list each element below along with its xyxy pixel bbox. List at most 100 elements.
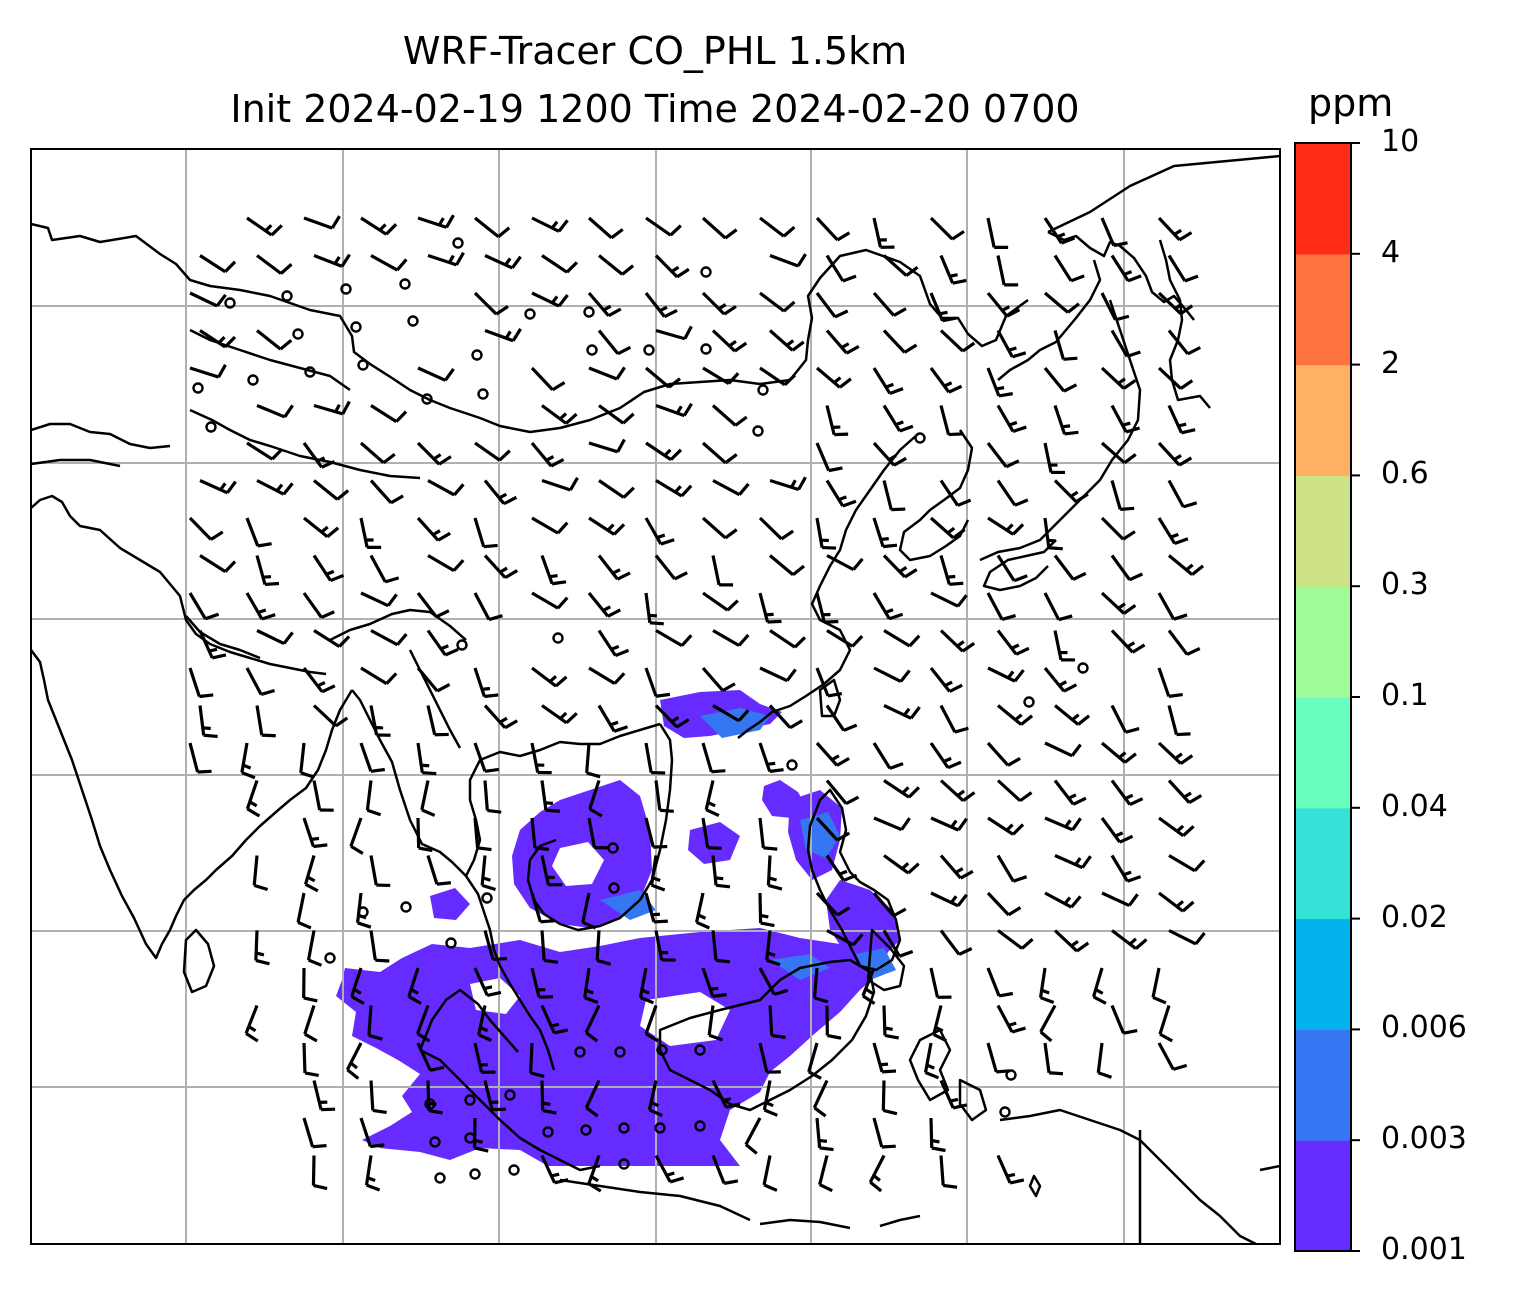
wind-barb (1096, 1042, 1113, 1079)
wind-barb (484, 328, 522, 343)
wind-barb (815, 816, 851, 842)
colorbar-segment (1295, 1140, 1351, 1252)
wind-barb (530, 366, 566, 392)
calm-wind-marker (999, 1106, 1011, 1118)
wind-barb (881, 1080, 898, 1116)
coastline-segment (1047, 230, 1195, 321)
wind-barb (701, 742, 726, 774)
wind-barb (540, 1080, 557, 1115)
wind-barb (1044, 816, 1082, 832)
wind-barb (986, 967, 1014, 998)
wind-barb (826, 554, 864, 572)
wind-barb (1053, 554, 1087, 581)
wind-barb (541, 704, 578, 725)
wind-barb (598, 479, 635, 499)
wind-barb (256, 404, 294, 419)
wind-barb (369, 855, 391, 888)
wind-barb (483, 1080, 507, 1112)
wind-barb (825, 479, 857, 508)
wind-barb (939, 929, 973, 956)
wind-barb (701, 216, 738, 240)
wind-barb (473, 742, 500, 773)
calm-wind-marker (1023, 696, 1035, 708)
wind-barb (302, 1117, 327, 1149)
wind-barb (583, 967, 599, 1004)
wind-barb (654, 704, 690, 729)
wind-barb (426, 1080, 443, 1115)
wind-barb (868, 1154, 886, 1193)
coastline-segment (759, 1218, 851, 1230)
colorbar-segment (1295, 253, 1351, 366)
wind-barb (883, 854, 920, 875)
wind-barb (474, 441, 511, 462)
coastline-segment (464, 722, 661, 877)
wind-barb (1110, 329, 1141, 358)
wind-barb (644, 1004, 659, 1043)
wind-barb (584, 1079, 601, 1118)
wind-barb (812, 967, 829, 1004)
calm-wind-marker (456, 639, 468, 651)
wind-barbs (188, 214, 1206, 1193)
wind-barb (768, 329, 805, 352)
calm-wind-marker (508, 1164, 520, 1176)
calm-wind-marker (654, 1122, 666, 1134)
wind-barb (1043, 666, 1078, 693)
wind-barb (644, 366, 681, 389)
wind-barb (302, 1042, 320, 1077)
calm-wind-marker (757, 384, 769, 396)
colorbar (1294, 142, 1360, 1252)
wind-barb (588, 366, 626, 381)
wind-barb (815, 292, 849, 319)
colorbar-segment (1295, 586, 1351, 698)
wind-barb (1044, 891, 1082, 909)
calm-wind-marker (656, 1044, 668, 1056)
wind-barb (427, 251, 465, 267)
wind-barb (883, 629, 921, 648)
wind-barb (369, 1080, 387, 1115)
wind-barb (815, 442, 843, 473)
wind-barb (1151, 967, 1167, 1005)
wind-barb (996, 404, 1027, 433)
calm-wind-marker (552, 632, 564, 644)
calm-wind-marker (350, 321, 362, 333)
wind-barb (882, 329, 918, 354)
wind-barb (369, 554, 400, 584)
wind-barb (1167, 629, 1201, 656)
wind-barb (1157, 291, 1194, 315)
wind-barb (712, 629, 750, 647)
wind-barb (427, 479, 465, 497)
wind-barb (1043, 291, 1080, 314)
wind-barb (939, 555, 964, 586)
wind-barb (245, 517, 272, 548)
wind-barb (939, 629, 976, 653)
calm-wind-marker (340, 283, 352, 295)
wind-barb (1168, 929, 1206, 946)
wind-barb (1158, 816, 1195, 837)
wind-barb (996, 329, 1027, 359)
wind-barb (416, 1004, 431, 1043)
wind-barb (531, 516, 569, 535)
wind-barb (302, 817, 328, 849)
calm-wind-marker (1077, 662, 1089, 674)
wind-barb (815, 366, 852, 389)
wind-barb (701, 291, 737, 316)
wind-barb (256, 479, 294, 496)
colorbar-tick-label: 0.02 (1381, 899, 1448, 935)
map-gridlines (31, 149, 1280, 1244)
wind-barb (701, 441, 738, 465)
wind-barb (929, 967, 952, 999)
wind-barb (188, 592, 220, 621)
wind-barb (929, 1117, 946, 1153)
wind-barb (369, 479, 404, 505)
wind-barb (815, 517, 837, 550)
wind-barb (483, 704, 518, 730)
wind-barb (655, 325, 693, 341)
wind-barb (597, 329, 632, 356)
wind-barb (587, 591, 622, 618)
calm-wind-marker (643, 344, 655, 356)
plume-region (430, 888, 470, 920)
wind-barb (930, 591, 968, 608)
colorbar-tick-label: 4 (1381, 234, 1401, 270)
wind-barb (996, 779, 1033, 803)
wind-barb (473, 817, 492, 852)
